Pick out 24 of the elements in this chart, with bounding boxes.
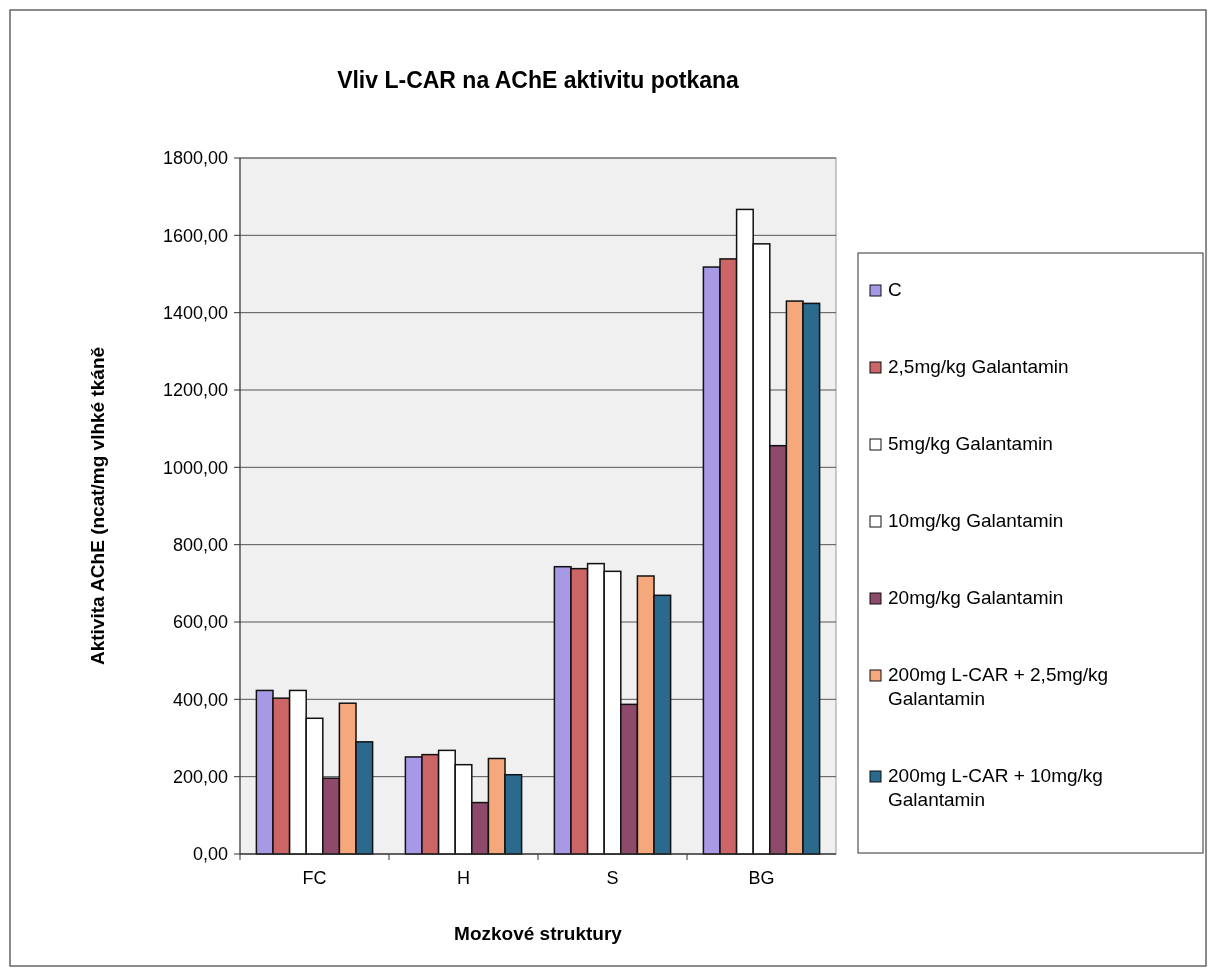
- y-tick-label: 400,00: [172, 689, 228, 710]
- y-axis-title: Aktivita AChE (ncat/mg vlhké tkáně: [87, 346, 108, 666]
- legend-label: 200mg L-CAR + 2,5mg/kg Galantamin: [888, 664, 1109, 709]
- y-tick-label: 200,00: [172, 766, 228, 787]
- x-tick-label: H: [457, 868, 470, 888]
- legend-label: C: [888, 279, 902, 300]
- y-tick-label: 1200,00: [162, 380, 228, 401]
- legend-label: 20mg/kg Galantamin: [888, 587, 1064, 608]
- y-tick-label: 800,00: [172, 534, 228, 555]
- y-tick-label: 0,00: [192, 844, 228, 865]
- legend-label: 200mg L-CAR + 10mg/kg Galantamin: [888, 765, 1103, 810]
- x-axis-title: Mozkové struktury: [454, 923, 623, 944]
- y-tick-label: 1000,00: [162, 457, 228, 478]
- x-tick-label: BG: [748, 868, 775, 888]
- x-tick-label: S: [606, 868, 619, 888]
- chart-title: Vliv L-CAR na AChE aktivitu potkana: [337, 67, 740, 93]
- y-tick-label: 1400,00: [162, 302, 228, 323]
- x-tick-label: FC: [302, 868, 327, 888]
- y-tick-label: 1800,00: [162, 148, 228, 169]
- y-tick-label: 1600,00: [162, 225, 228, 246]
- legend-label: 5mg/kg Galantamin: [888, 433, 1053, 454]
- legend-label: 10mg/kg Galantamin: [888, 510, 1064, 531]
- legend-label: 2,5mg/kg Galantamin: [888, 356, 1069, 377]
- y-tick-label: 600,00: [172, 612, 228, 633]
